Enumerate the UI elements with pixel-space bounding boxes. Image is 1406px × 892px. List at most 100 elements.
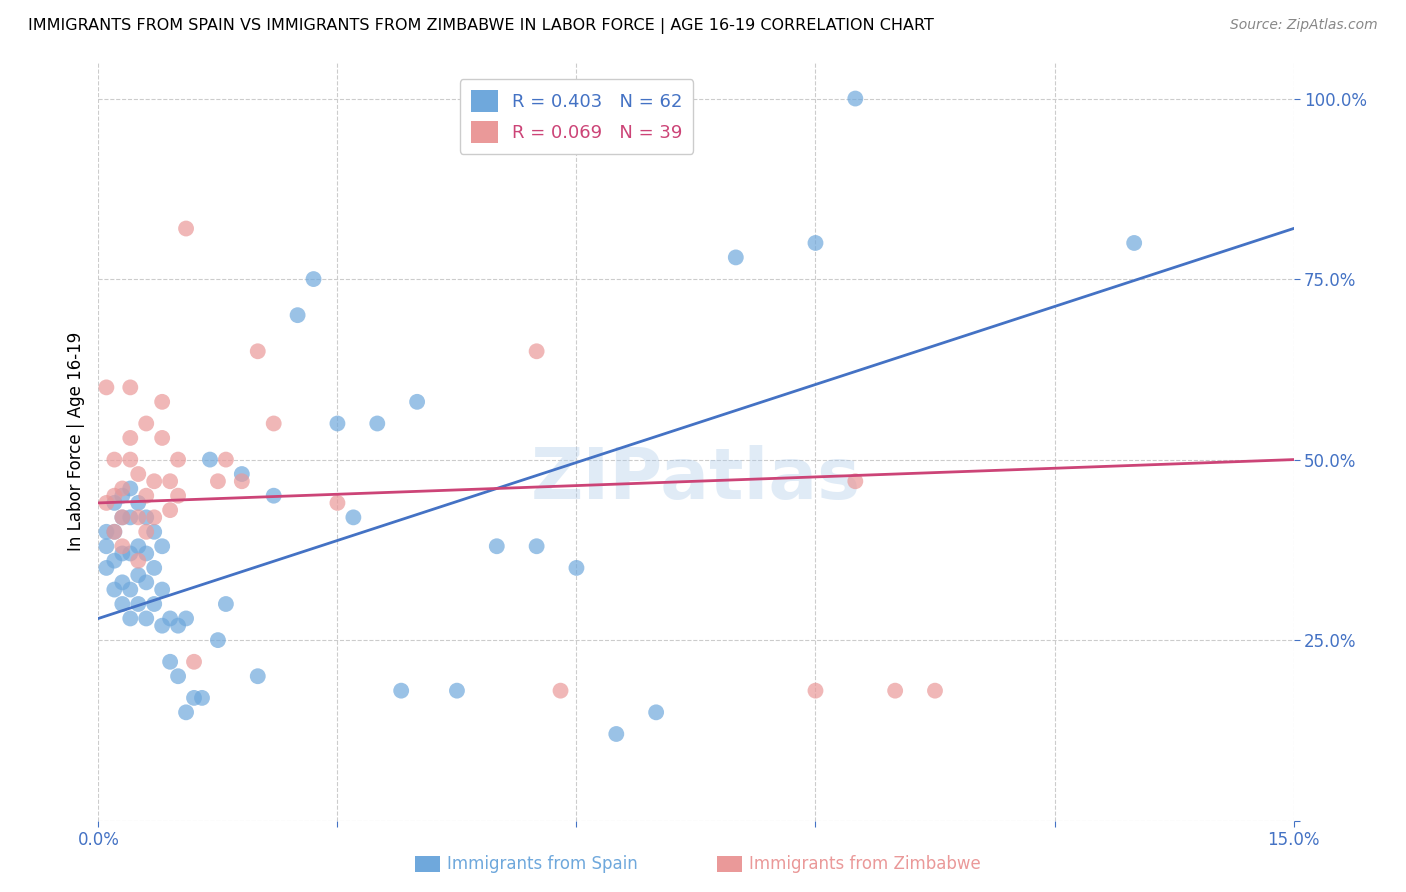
Point (111, 482, 134, 496)
Point (127, 597, 149, 611)
Point (215, 597, 238, 611)
Point (103, 452, 125, 467)
Point (103, 524, 125, 539)
Point (844, 91, 866, 105)
Text: ZIPatlas: ZIPatlas (531, 445, 860, 514)
Point (135, 510, 157, 524)
Point (526, 344, 548, 359)
Point (150, 539, 173, 553)
Point (174, 221, 197, 235)
Point (120, 611, 142, 625)
Point (150, 394, 173, 409)
Point (103, 489, 125, 503)
Point (120, 482, 142, 496)
Point (143, 524, 166, 539)
Point (127, 568, 149, 582)
Point (143, 561, 166, 575)
Point (924, 683, 946, 698)
Point (231, 467, 253, 481)
Text: Immigrants from Zimbabwe: Immigrants from Zimbabwe (749, 855, 981, 873)
Point (111, 597, 134, 611)
Point (645, 706, 668, 720)
Point (159, 655, 181, 669)
Point (127, 496, 149, 510)
Point (191, 690, 214, 705)
Point (120, 510, 142, 524)
Point (263, 489, 285, 503)
Point (120, 582, 142, 597)
Point (198, 452, 221, 467)
Point (159, 503, 181, 517)
Point (246, 344, 269, 359)
Point (844, 475, 866, 489)
Text: Source: ZipAtlas.com: Source: ZipAtlas.com (1230, 18, 1378, 32)
Point (150, 618, 173, 632)
Point (174, 611, 197, 625)
Point (120, 546, 142, 560)
Point (724, 251, 747, 265)
Point (135, 417, 157, 431)
Point (143, 597, 166, 611)
Point (96, 561, 118, 575)
Point (143, 510, 166, 524)
Point (246, 669, 269, 683)
Point (326, 417, 349, 431)
Point (111, 510, 134, 524)
Point (183, 655, 205, 669)
Point (111, 489, 134, 503)
Point (120, 380, 142, 394)
Point (1123, 235, 1146, 250)
Point (135, 546, 157, 560)
Point (804, 235, 827, 250)
Point (183, 690, 205, 705)
Point (884, 683, 907, 698)
Point (406, 394, 429, 409)
Point (167, 669, 190, 683)
Point (143, 475, 166, 489)
Point (111, 575, 134, 590)
Text: IMMIGRANTS FROM SPAIN VS IMMIGRANTS FROM ZIMBABWE IN LABOR FORCE | AGE 16-19 COR: IMMIGRANTS FROM SPAIN VS IMMIGRANTS FROM… (28, 18, 934, 34)
Point (150, 582, 173, 597)
Point (103, 496, 125, 510)
Point (127, 467, 149, 481)
Point (565, 561, 588, 575)
Point (103, 524, 125, 539)
Point (804, 683, 827, 698)
Point (127, 539, 149, 553)
Text: Immigrants from Spain: Immigrants from Spain (447, 855, 638, 873)
Point (550, 683, 572, 698)
Point (96, 539, 118, 553)
Point (389, 683, 412, 698)
Point (96, 380, 118, 394)
Point (159, 611, 181, 625)
Point (302, 272, 325, 286)
Point (231, 475, 253, 489)
Point (605, 727, 627, 741)
Point (215, 452, 238, 467)
Point (526, 539, 548, 553)
Point (159, 475, 181, 489)
Point (127, 554, 149, 568)
Point (96, 524, 118, 539)
Point (446, 683, 468, 698)
Point (135, 524, 157, 539)
Point (135, 575, 157, 590)
Point (263, 417, 285, 431)
Point (103, 582, 125, 597)
Point (174, 706, 197, 720)
Point (111, 510, 134, 524)
Point (120, 452, 142, 467)
Point (135, 611, 157, 625)
Legend: R = 0.403   N = 62, R = 0.069   N = 39: R = 0.403 N = 62, R = 0.069 N = 39 (460, 79, 693, 153)
Point (103, 554, 125, 568)
Point (150, 431, 173, 445)
Point (207, 475, 229, 489)
Point (135, 489, 157, 503)
Point (167, 452, 190, 467)
Point (366, 417, 388, 431)
Point (287, 308, 309, 322)
Point (111, 539, 134, 553)
Point (120, 431, 142, 445)
Point (342, 510, 364, 524)
Y-axis label: In Labor Force | Age 16-19: In Labor Force | Age 16-19 (66, 332, 84, 551)
